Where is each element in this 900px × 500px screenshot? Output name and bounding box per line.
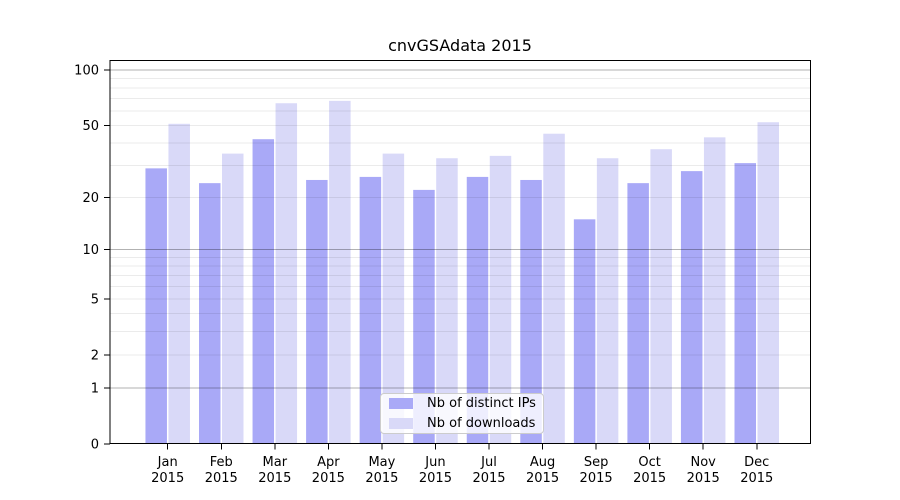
bar-distinct-ips-apr (306, 179, 328, 444)
bar-downloads-sep (596, 158, 619, 444)
bar-downloads-jan (168, 123, 190, 444)
x-tick-label-year: 2015 (151, 471, 184, 486)
y-tick-label: 20 (82, 191, 99, 206)
bar-distinct-ips-nov (680, 171, 703, 444)
legend-item-downloads: Nb of downloads (389, 416, 543, 432)
x-tick-label-year: 2015 (633, 471, 666, 486)
x-tick-label-year: 2015 (580, 471, 613, 486)
x-tick-label-month: Aug (530, 455, 555, 470)
x-tick-label-year: 2015 (365, 471, 398, 486)
y-tick-label: 50 (82, 119, 99, 134)
bar-downloads-nov (703, 137, 726, 444)
y-tick-label: 0 (91, 438, 99, 453)
bar-downloads-mar (275, 103, 298, 444)
x-tick-label-month: Mar (263, 455, 288, 470)
bar-distinct-ips-jul (466, 176, 489, 444)
bar-downloads-apr (329, 100, 351, 444)
x-tick-label-month: Nov (691, 455, 717, 470)
x-tick-label-month: May (368, 455, 395, 470)
bar-distinct-ips-mar (252, 139, 275, 444)
x-axis: Jan2015Feb2015Mar2015Apr2015May2015Jun20… (151, 443, 773, 486)
x-tick-label-month: Jul (480, 455, 497, 470)
x-tick-label-year: 2015 (419, 471, 452, 486)
x-tick-label-year: 2015 (258, 471, 291, 486)
legend-label-distinct-ips: Nb of distinct IPs (427, 396, 536, 411)
gridlines (110, 69, 811, 389)
x-tick-label-year: 2015 (740, 471, 773, 486)
legend: Nb of distinct IPs Nb of downloads (380, 393, 544, 434)
y-tick-label: 2 (91, 348, 99, 363)
bar-downloads-oct (650, 149, 672, 444)
y-tick-label: 100 (74, 63, 99, 78)
bar-downloads-feb (222, 153, 244, 444)
bar-distinct-ips-feb (199, 183, 221, 444)
y-tick-label: 1 (91, 381, 99, 396)
x-tick-label-year: 2015 (312, 471, 345, 486)
bar-downloads-may (382, 153, 405, 444)
y-tick-label: 5 (91, 292, 99, 307)
x-tick-label-year: 2015 (205, 471, 238, 486)
x-tick-label-year: 2015 (472, 471, 505, 486)
bars (145, 100, 779, 444)
bar-distinct-ips-jun (413, 189, 435, 444)
legend-swatch-downloads-icon (389, 418, 413, 429)
x-tick-label-month: Jun (424, 455, 445, 470)
legend-label-downloads: Nb of downloads (427, 416, 536, 431)
x-tick-label-month: Apr (317, 455, 340, 470)
chart-title: cnvGSAdata 2015 (388, 36, 532, 55)
bar-distinct-ips-dec (734, 163, 756, 444)
bar-downloads-aug (543, 133, 565, 444)
x-tick-label-year: 2015 (687, 471, 720, 486)
bar-distinct-ips-sep (573, 219, 596, 444)
bar-downloads-dec (757, 122, 779, 444)
bar-distinct-ips-may (359, 176, 382, 444)
x-tick-label-month: Jan (157, 455, 178, 470)
bar-distinct-ips-oct (627, 183, 649, 444)
x-tick-label-month: Sep (584, 455, 609, 470)
x-tick-label-month: Feb (210, 455, 233, 470)
legend-item-distinct-ips: Nb of distinct IPs (389, 396, 543, 412)
y-tick-label: 10 (82, 243, 99, 258)
x-tick-label-month: Dec (744, 455, 769, 470)
bar-downloads-jun (436, 158, 458, 444)
plot-border (109, 60, 811, 444)
bar-distinct-ips-aug (520, 179, 542, 444)
bar-distinct-ips-jan (145, 168, 167, 444)
x-tick-label-year: 2015 (526, 471, 559, 486)
legend-swatch-distinct-ips-icon (389, 398, 413, 409)
bar-downloads-jul (489, 155, 512, 444)
x-tick-label-month: Oct (638, 455, 660, 470)
